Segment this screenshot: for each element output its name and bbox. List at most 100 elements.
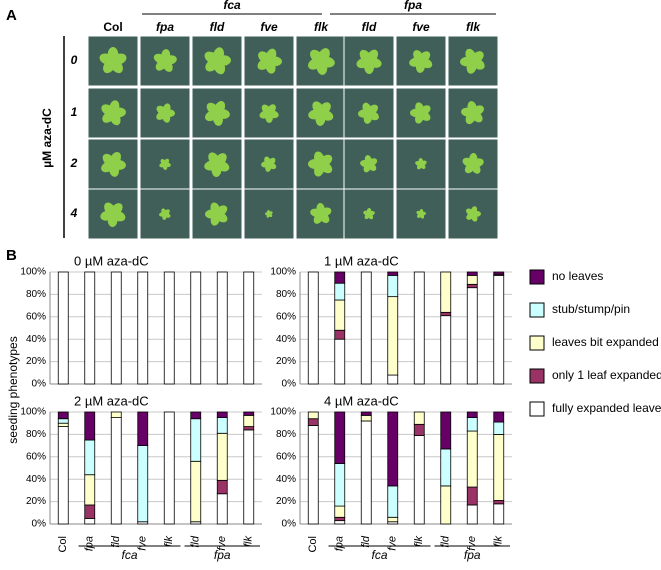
bar-segment <box>84 439 96 476</box>
y-tick-label: 20% <box>276 496 296 507</box>
y-tick-label: 0% <box>282 519 297 530</box>
x-tick-label: fld <box>190 535 202 548</box>
plant-leaf <box>310 49 324 64</box>
bar-segment <box>334 505 346 518</box>
column-label: Col <box>103 20 122 34</box>
group-label: fca <box>371 548 387 562</box>
y-tick-label: 60% <box>276 451 296 462</box>
bar-segment <box>387 516 399 523</box>
plant-leaf <box>467 101 477 115</box>
bar-segment <box>84 504 96 519</box>
legend-label: fully expanded leaves <box>552 401 661 415</box>
bar-segment <box>243 411 255 416</box>
bar-segment <box>57 271 69 385</box>
bar-segment <box>334 299 346 331</box>
bar-segment <box>57 418 69 424</box>
bar-segment <box>334 520 346 525</box>
bar-segment <box>334 411 346 464</box>
bar-segment <box>360 271 372 385</box>
bar-segment <box>110 411 122 418</box>
column-label: fve <box>412 20 430 34</box>
chart-title: 4 µM aza-dC <box>324 393 399 408</box>
x-tick-label: fve <box>216 536 228 551</box>
legend-label: leaves bit expanded <box>552 335 659 349</box>
y-tick-label: 100% <box>20 267 46 278</box>
bar-segment <box>440 311 452 317</box>
bar-segment <box>84 411 96 441</box>
group-label: fca <box>121 548 137 562</box>
x-tick-label: Col <box>57 536 69 553</box>
row-label: 1 <box>71 105 78 119</box>
bar-segment <box>440 485 452 525</box>
bar-segment <box>190 418 202 462</box>
photo <box>295 35 347 87</box>
plant-leaf <box>359 49 372 63</box>
legend-swatch <box>529 302 545 318</box>
bar-segment <box>466 271 478 276</box>
x-tick-label: fld <box>440 535 452 548</box>
x-tick-label: fve <box>466 536 478 551</box>
bar-segment <box>413 435 425 525</box>
bar-segment <box>440 448 452 487</box>
column-label: fld <box>210 20 225 34</box>
plant-leaf <box>258 51 271 64</box>
x-tick-label: flk <box>413 536 425 548</box>
y-axis-label: seeding phenotypes <box>6 336 20 443</box>
bar-segment <box>334 282 346 301</box>
bar-segment <box>466 486 478 506</box>
bar-segment <box>466 504 478 525</box>
row-label: 4 <box>70 206 78 220</box>
bar-segment <box>216 479 228 495</box>
panel-label: A <box>6 7 17 24</box>
group-label: fpa <box>214 548 231 562</box>
bar-segment <box>216 271 228 385</box>
plant-leaf <box>465 48 477 63</box>
plant-leaf <box>470 206 478 215</box>
plant-leaf <box>364 155 372 165</box>
bar-segment <box>387 274 399 298</box>
photo <box>395 188 447 240</box>
legend-swatch <box>529 269 545 285</box>
bar-segment <box>334 271 346 284</box>
bar-segment <box>190 460 202 523</box>
bar-segment <box>334 463 346 507</box>
bar-segment <box>360 414 372 422</box>
x-tick-label: flk <box>243 536 255 548</box>
y-tick-label: 40% <box>276 334 296 345</box>
panel-label: B <box>6 247 17 264</box>
legend-label: no leaves <box>552 269 603 283</box>
bar-segment <box>137 271 149 385</box>
plant-leaf <box>419 209 424 215</box>
bar-segment <box>84 474 96 506</box>
y-tick-label: 20% <box>26 496 46 507</box>
bar-segment <box>243 429 255 525</box>
bar-segment <box>243 414 255 427</box>
x-tick-label: flk <box>493 536 505 548</box>
bar-segment <box>493 271 505 275</box>
plant-leaf <box>312 101 324 115</box>
legend-swatch <box>529 401 545 417</box>
bar-segment <box>307 418 319 426</box>
y-tick-label: 40% <box>276 474 296 485</box>
plant-leaf <box>362 102 372 115</box>
x-tick-label: flk <box>163 536 175 548</box>
bar-segment <box>493 500 505 505</box>
legend-label: stub/stump/pin <box>552 302 630 316</box>
bar-segment <box>413 423 425 436</box>
y-tick-label: 0% <box>32 379 47 390</box>
bar-segment <box>334 329 346 340</box>
group-label: fpa <box>404 0 422 12</box>
plant-leaf <box>208 152 220 166</box>
bar-segment <box>84 518 96 525</box>
chart-title: 1 µM aza-dC <box>324 253 399 268</box>
plant-leaf <box>316 203 325 216</box>
bar-segment <box>440 411 452 450</box>
bar-segment <box>493 421 505 435</box>
x-tick-label: fld <box>110 535 122 548</box>
plant-leaf <box>156 105 167 115</box>
bar-segment <box>387 374 399 385</box>
bar-segment <box>360 420 372 525</box>
bar-segment <box>466 430 478 488</box>
y-tick-label: 80% <box>26 289 46 300</box>
x-tick-label: fve <box>137 536 149 551</box>
